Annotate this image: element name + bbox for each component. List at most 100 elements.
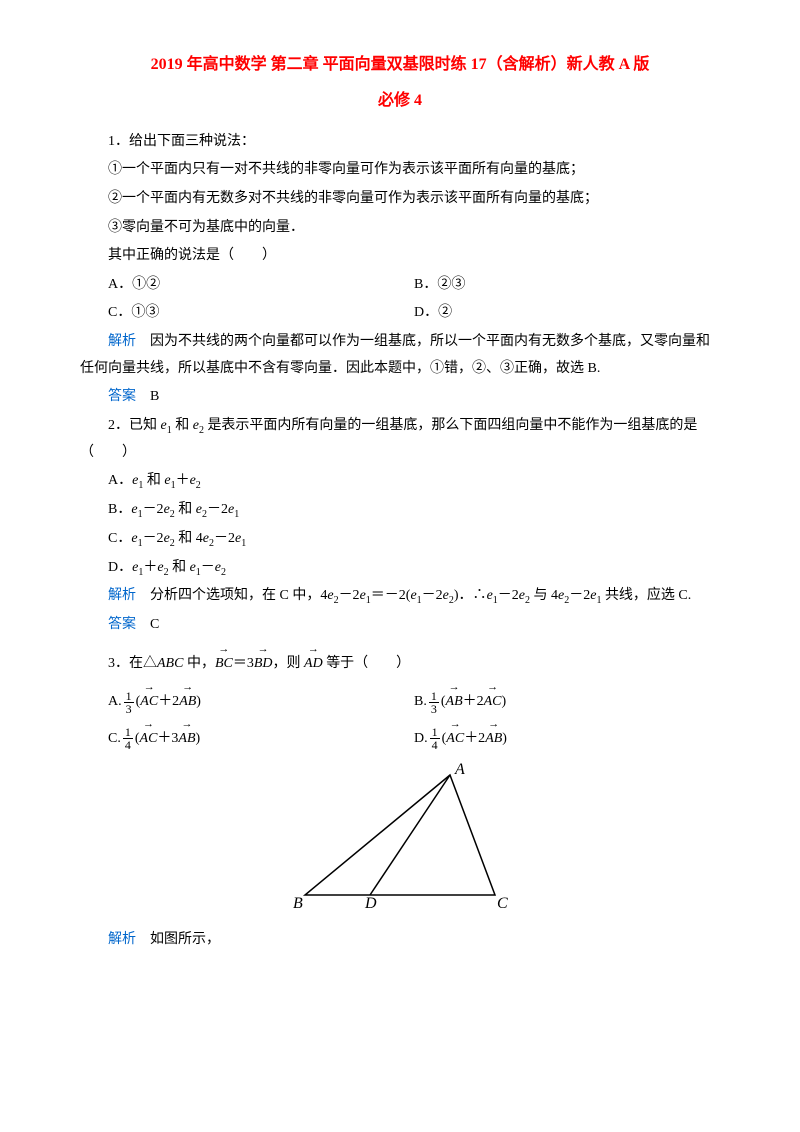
q2-optD: D．e1＋e2 和 e1－e2 — [80, 555, 720, 582]
q3-mid2: ，则 — [273, 656, 305, 671]
vec-ad: →AD — [304, 651, 323, 678]
label-A: A — [454, 761, 465, 778]
q2-an6: －2 — [498, 588, 519, 603]
e2sa: 2 — [196, 480, 201, 491]
f13d: 3 — [124, 703, 134, 715]
e1sb: 1 — [138, 509, 143, 520]
q1-stem: 1．给出下面三种说法： — [80, 129, 720, 156]
optD-pre: D． — [108, 560, 132, 575]
e2sb2: 2 — [202, 509, 207, 520]
q2-an4: －2 — [422, 588, 443, 603]
p3c: ＋3 — [157, 731, 178, 746]
q2-optB: B．e1－2e2 和 e2－2e1 — [80, 497, 720, 524]
doc-title: 2019 年高中数学 第二章 平面向量双基限时练 17（含解析）新人教 A 版 — [80, 50, 720, 80]
f14d2: 4 — [430, 739, 440, 751]
frac14d: 14 — [430, 726, 440, 751]
q2-an5: )．∴ — [454, 588, 487, 603]
q3-optC: C.14(→AC＋3→AB) — [108, 726, 414, 753]
q1-opts-row1: A．①② B．②③ — [108, 272, 720, 299]
frac13a: 13 — [124, 690, 134, 715]
frac14c: 14 — [123, 726, 133, 751]
label-C: C — [497, 895, 508, 910]
vec-ac-a: →AC — [140, 689, 158, 716]
q1-answer: 答案 B — [80, 384, 720, 411]
vec-ab-b: →AB — [446, 689, 463, 716]
q2-stem-mid: 和 — [172, 418, 193, 433]
vec-ab-c: →AB — [178, 726, 195, 753]
vec-ab-d: →AB — [485, 726, 502, 753]
e2sc2: 2 — [209, 538, 214, 549]
labC: C. — [108, 731, 121, 746]
e1sb2: 1 — [234, 509, 239, 520]
optA-mid: 和 — [143, 473, 164, 488]
optA-pre: A． — [108, 473, 132, 488]
e1sd: 1 — [138, 566, 143, 577]
p2b: ＋2 — [463, 694, 484, 709]
e1sd2: 1 — [196, 566, 201, 577]
q1-optC: C．①③ — [108, 300, 414, 327]
q2-an3: ＝－2( — [371, 588, 411, 603]
f14d: 4 — [123, 739, 133, 751]
q1-optB: B．②③ — [414, 272, 720, 299]
q1-s1: ①一个平面内只有一对不共线的非零向量可作为表示该平面所有向量的基底； — [80, 157, 720, 184]
q3-opts-row1: A.13(→AC＋2→AB) B.13(→AB＋2→AC) — [108, 679, 720, 716]
q3-stem: 3．在△ABC 中，→BC＝3→BD，则 →AD 等于（ ） — [80, 641, 720, 678]
q2-analysis: 解析 分析四个选项知，在 C 中，4e2－2e1＝－2(e1－2e2)．∴e1－… — [80, 583, 720, 610]
q2-an8: －2 — [569, 588, 590, 603]
labD: D. — [414, 731, 428, 746]
frac13b: 13 — [429, 690, 439, 715]
eq-mid: ＝3 — [233, 656, 254, 671]
q1-opts-row2: C．①③ D．② — [108, 300, 720, 327]
q1-which: 其中正确的说法是（ ） — [80, 243, 720, 270]
analysis-label-3: 解析 — [108, 932, 136, 947]
e1sa2: 1 — [171, 480, 176, 491]
q3-analysis-text: 如图所示， — [136, 932, 220, 947]
vec-ac-b: →AC — [484, 689, 502, 716]
p2a: ＋2 — [158, 694, 179, 709]
q1-analysis: 解析 因为不共线的两个向量都可以作为一组基底，所以一个平面内有无数多个基底，又零… — [80, 329, 720, 382]
doc-subtitle: 必修 4 — [80, 86, 720, 116]
q2-stem-pre: 2．已知 — [108, 418, 161, 433]
vec-bd: →BD — [254, 651, 273, 678]
vec-ac-c: →AC — [140, 726, 158, 753]
e2sb: 2 — [170, 509, 175, 520]
q3-opts-row2: C.14(→AC＋3→AB) D.14(→AC＋2→AB) — [108, 716, 720, 753]
vec-bc: →BC — [215, 651, 233, 678]
f13n2: 1 — [429, 690, 439, 703]
e1sc: 1 — [138, 538, 143, 549]
f13n: 1 — [124, 690, 134, 703]
q3-mid1: 中， — [183, 656, 215, 671]
q3-optA: A.13(→AC＋2→AB) — [108, 689, 414, 716]
q3-optB: B.13(→AB＋2→AC) — [414, 689, 720, 716]
q1-optA: A．①② — [108, 272, 414, 299]
q2-optA: A．e1 和 e1＋e2 — [80, 468, 720, 495]
vec-ab-a: →AB — [179, 689, 196, 716]
e1sc2: 1 — [241, 538, 246, 549]
q3-optD: D.14(→AC＋2→AB) — [414, 726, 720, 753]
e2sc: 2 — [170, 538, 175, 549]
f13d2: 3 — [429, 703, 439, 715]
optC-pre: C． — [108, 531, 131, 546]
e2sd: 2 — [164, 566, 169, 577]
e2sd2: 2 — [221, 566, 226, 577]
triangle-svg: A B C D — [285, 760, 515, 910]
label-D: D — [364, 895, 377, 910]
q2-an7: 与 4 — [530, 588, 558, 603]
labA: A. — [108, 694, 122, 709]
triangle-figure: A B C D — [80, 760, 720, 921]
q2-answer: 答案 C — [80, 612, 720, 639]
label-B: B — [293, 895, 303, 910]
q3-pre: 3．在△ — [108, 656, 157, 671]
answer-label: 答案 — [108, 389, 136, 404]
q1-analysis-text: 因为不共线的两个向量都可以作为一组基底，所以一个平面内有无数多个基底，又零向量和… — [80, 334, 710, 376]
answer-label-2: 答案 — [108, 617, 136, 632]
analysis-label: 解析 — [108, 334, 136, 349]
labB: B. — [414, 694, 427, 709]
q2-answer-text: C — [136, 617, 159, 632]
q2-stem: 2．已知 e1 和 e2 是表示平面内所有向量的一组基底，那么下面四组向量中不能… — [80, 413, 720, 466]
q3-analysis: 解析 如图所示， — [80, 927, 720, 954]
q2-an1: 分析四个选项知，在 C 中，4 — [136, 588, 327, 603]
analysis-label-2: 解析 — [108, 588, 136, 603]
q2-an9: 共线，应选 C. — [601, 588, 691, 603]
q1-s3: ③零向量不可为基底中的向量． — [80, 215, 720, 242]
